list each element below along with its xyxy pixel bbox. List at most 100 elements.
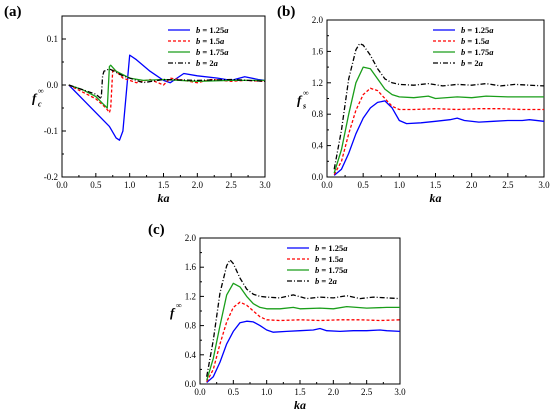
legend-label-part: b — [315, 243, 319, 253]
x-tick-label: 3.0 — [259, 180, 271, 190]
y-tick-label: 0.0 — [312, 172, 324, 182]
x-tick-label: 1.0 — [124, 180, 136, 190]
x-tick-label: 1.5 — [294, 387, 306, 397]
legend-label-part: a — [339, 254, 344, 264]
legend-label-part: b — [196, 36, 200, 46]
panel-1: (a) 0.0 0.5 1.0 1.5 2.0 2.5 3.0 -0.2 -0.1 0.0 0.1 ka… — [4, 4, 271, 205]
legend-label-part: a — [224, 47, 229, 57]
legend-label-part: b — [196, 25, 200, 35]
legend-label-part: a — [224, 25, 229, 35]
legend-label-3: b = 1.75a — [196, 47, 229, 57]
y-axis-label-superscript: ∞ — [38, 87, 44, 96]
y-axis-label: f — [32, 91, 38, 106]
legend-label-3: b = 1.75a — [315, 265, 348, 275]
legend-label-3: b = 1.75a — [461, 47, 494, 57]
series-line-3 — [333, 66, 544, 174]
legend-label-part: = 1.25 — [200, 25, 224, 35]
legend-label-part: a — [333, 276, 338, 286]
legend-label-4: b = 2a — [196, 58, 219, 68]
x-tick-label: 0.0 — [321, 180, 333, 190]
series-line-4 — [68, 68, 265, 100]
y-tick-label: 1.6 — [312, 46, 324, 56]
x-tick-label: 2.5 — [361, 387, 373, 397]
legend-label-4: b = 2a — [461, 58, 484, 68]
legend-label-part: b — [461, 25, 465, 35]
legend-label-part: a — [343, 265, 348, 275]
x-tick-label: 3.0 — [394, 387, 406, 397]
legend-label-part: a — [489, 25, 494, 35]
plot-frame — [199, 237, 401, 385]
y-tick-label: 0.8 — [185, 321, 197, 331]
x-tick-label: 0.0 — [194, 387, 206, 397]
x-tick-label: 0.5 — [90, 180, 102, 190]
panel-label: (c) — [148, 222, 165, 238]
legend-label-part: a — [489, 47, 494, 57]
panel-2: (b) 0.0 0.5 1.0 1.5 2.0 2.5 3.0 0.0 0.4 0.8 1.2 1.6 2… — [277, 4, 550, 205]
legend-label-part: b — [461, 47, 465, 57]
y-axis-label-subscript: c — [38, 100, 42, 109]
legend-label-part: a — [220, 36, 225, 46]
y-tick-label: 1.6 — [185, 262, 197, 272]
y-tick-label: 2.0 — [312, 15, 324, 25]
legend-label-4: b = 2a — [315, 276, 338, 286]
y-tick-label: 0.4 — [185, 350, 197, 360]
legend-label-part: b — [315, 265, 319, 275]
legend-label-part: = 1.75 — [319, 265, 343, 275]
legend-label-part: = 2 — [465, 58, 478, 68]
y-tick-label: -0.1 — [44, 126, 58, 136]
y-axis-label-superscript: ∞ — [176, 301, 182, 310]
x-tick-label: 1.0 — [261, 387, 273, 397]
y-axis-label-superscript: ∞ — [303, 89, 309, 98]
series-group — [206, 259, 400, 383]
legend-label-part: = 1.25 — [465, 25, 489, 35]
x-tick-label: 0.5 — [228, 387, 240, 397]
y-tick-label: 0.0 — [185, 379, 197, 389]
y-tick-label: -0.2 — [44, 172, 58, 182]
legend-label-part: b — [315, 254, 319, 264]
y-axis-label: f — [170, 305, 176, 320]
x-tick-label: 2.5 — [226, 180, 238, 190]
x-tick-label: 2.5 — [502, 180, 514, 190]
y-axis-label-subscript: s — [302, 102, 306, 111]
legend-label-part: = 1.5 — [200, 36, 220, 46]
legend-label-1: b = 1.25a — [196, 25, 229, 35]
x-axis-label: ka — [294, 398, 306, 410]
legend-label-part: b — [315, 276, 319, 286]
series-group — [68, 54, 265, 141]
legend-label-part: a — [479, 58, 484, 68]
y-tick-label: 0.8 — [312, 109, 324, 119]
x-axis-label: ka — [430, 191, 442, 205]
series-line-1 — [206, 320, 400, 383]
panel-3: (c) 0.0 0.5 1.0 1.5 2.0 2.5 3.0 0.0 0.4 0.8 1.2 1.6 2… — [148, 222, 406, 410]
x-tick-label: 2.0 — [466, 180, 478, 190]
legend-label-part: = 1.5 — [465, 36, 485, 46]
y-tick-label: 1.2 — [185, 291, 196, 301]
legend-label-part: = 1.5 — [319, 254, 339, 264]
legend-label-part: = 1.75 — [200, 47, 224, 57]
legend-label-1: b = 1.25a — [315, 243, 348, 253]
legend-label-2: b = 1.5a — [196, 36, 225, 46]
y-tick-label: 0.0 — [47, 80, 59, 90]
x-tick-label: 2.0 — [328, 387, 340, 397]
x-tick-label: 0.5 — [358, 180, 370, 190]
legend-label-1: b = 1.25a — [461, 25, 494, 35]
series-line-2 — [68, 68, 265, 114]
legend-label-part: = 1.25 — [319, 243, 343, 253]
legend-label-2: b = 1.5a — [315, 254, 344, 264]
legend-label-part: = 2 — [200, 58, 213, 68]
legend-label-part: b — [196, 58, 200, 68]
panel-label: (a) — [4, 4, 22, 20]
series-line-2 — [206, 301, 400, 383]
legend-label-part: b — [196, 47, 200, 57]
y-axis-label: f — [297, 93, 303, 108]
series-line-3 — [206, 282, 400, 381]
series-line-4 — [206, 259, 400, 377]
series-line-3 — [68, 64, 265, 109]
series-group — [333, 42, 544, 176]
x-tick-label: 1.0 — [394, 180, 406, 190]
series-line-1 — [68, 54, 265, 141]
x-tick-label: 1.5 — [158, 180, 170, 190]
